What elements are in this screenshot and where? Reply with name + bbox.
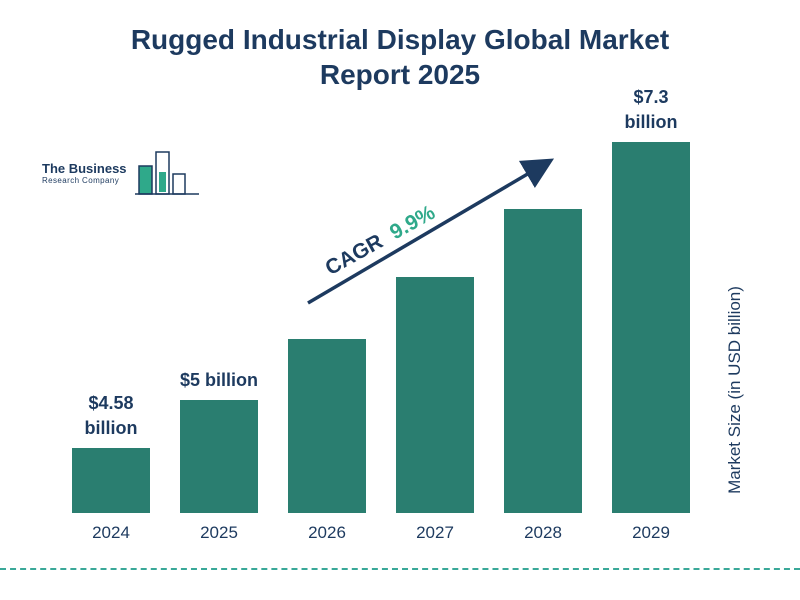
bar-2026 bbox=[288, 339, 366, 513]
chart-title: Rugged Industrial Display Global Market … bbox=[130, 24, 670, 90]
bar-chart: $4.58 billion 2024 $5 billion 2025 2026 2027 2… bbox=[72, 87, 712, 547]
bottom-dashed-divider bbox=[0, 568, 800, 570]
year-label-2028: 2028 bbox=[524, 523, 562, 542]
value-label-2025: $5 billion bbox=[180, 369, 259, 390]
bar-column-2029: $7.3 billion 2029 bbox=[612, 85, 690, 547]
year-label-2024: 2024 bbox=[92, 523, 130, 542]
logo-bar-icon bbox=[134, 151, 199, 195]
year-label-2026: 2026 bbox=[308, 523, 346, 542]
value-label-2029: $7.3 billion bbox=[624, 87, 678, 132]
bar-2024 bbox=[72, 448, 150, 513]
company-logo: The Business Research Company bbox=[42, 148, 203, 200]
value-label-2024: $4.58 billion bbox=[84, 393, 138, 438]
year-label-2027: 2027 bbox=[416, 523, 454, 542]
bar-2029 bbox=[612, 142, 690, 513]
bar-2025 bbox=[180, 400, 258, 513]
logo-line2: Research Company bbox=[42, 175, 120, 185]
bar-column-2024: $4.58 billion 2024 bbox=[72, 391, 150, 547]
bar-2027 bbox=[396, 277, 474, 513]
bar-column-2028: 2028 bbox=[504, 201, 582, 547]
year-label-2029: 2029 bbox=[632, 523, 670, 542]
y-axis-label: Market Size (in USD billion) bbox=[725, 286, 744, 494]
bar-column-2025: $5 billion 2025 bbox=[180, 368, 258, 547]
bar-column-2026: 2026 bbox=[288, 331, 366, 547]
bar-column-2027: 2027 bbox=[396, 269, 474, 547]
bar-2028 bbox=[504, 209, 582, 513]
logo-line1: The Business bbox=[42, 161, 127, 177]
year-label-2025: 2025 bbox=[200, 523, 238, 542]
logo-text: The Business Research Company bbox=[42, 162, 127, 185]
